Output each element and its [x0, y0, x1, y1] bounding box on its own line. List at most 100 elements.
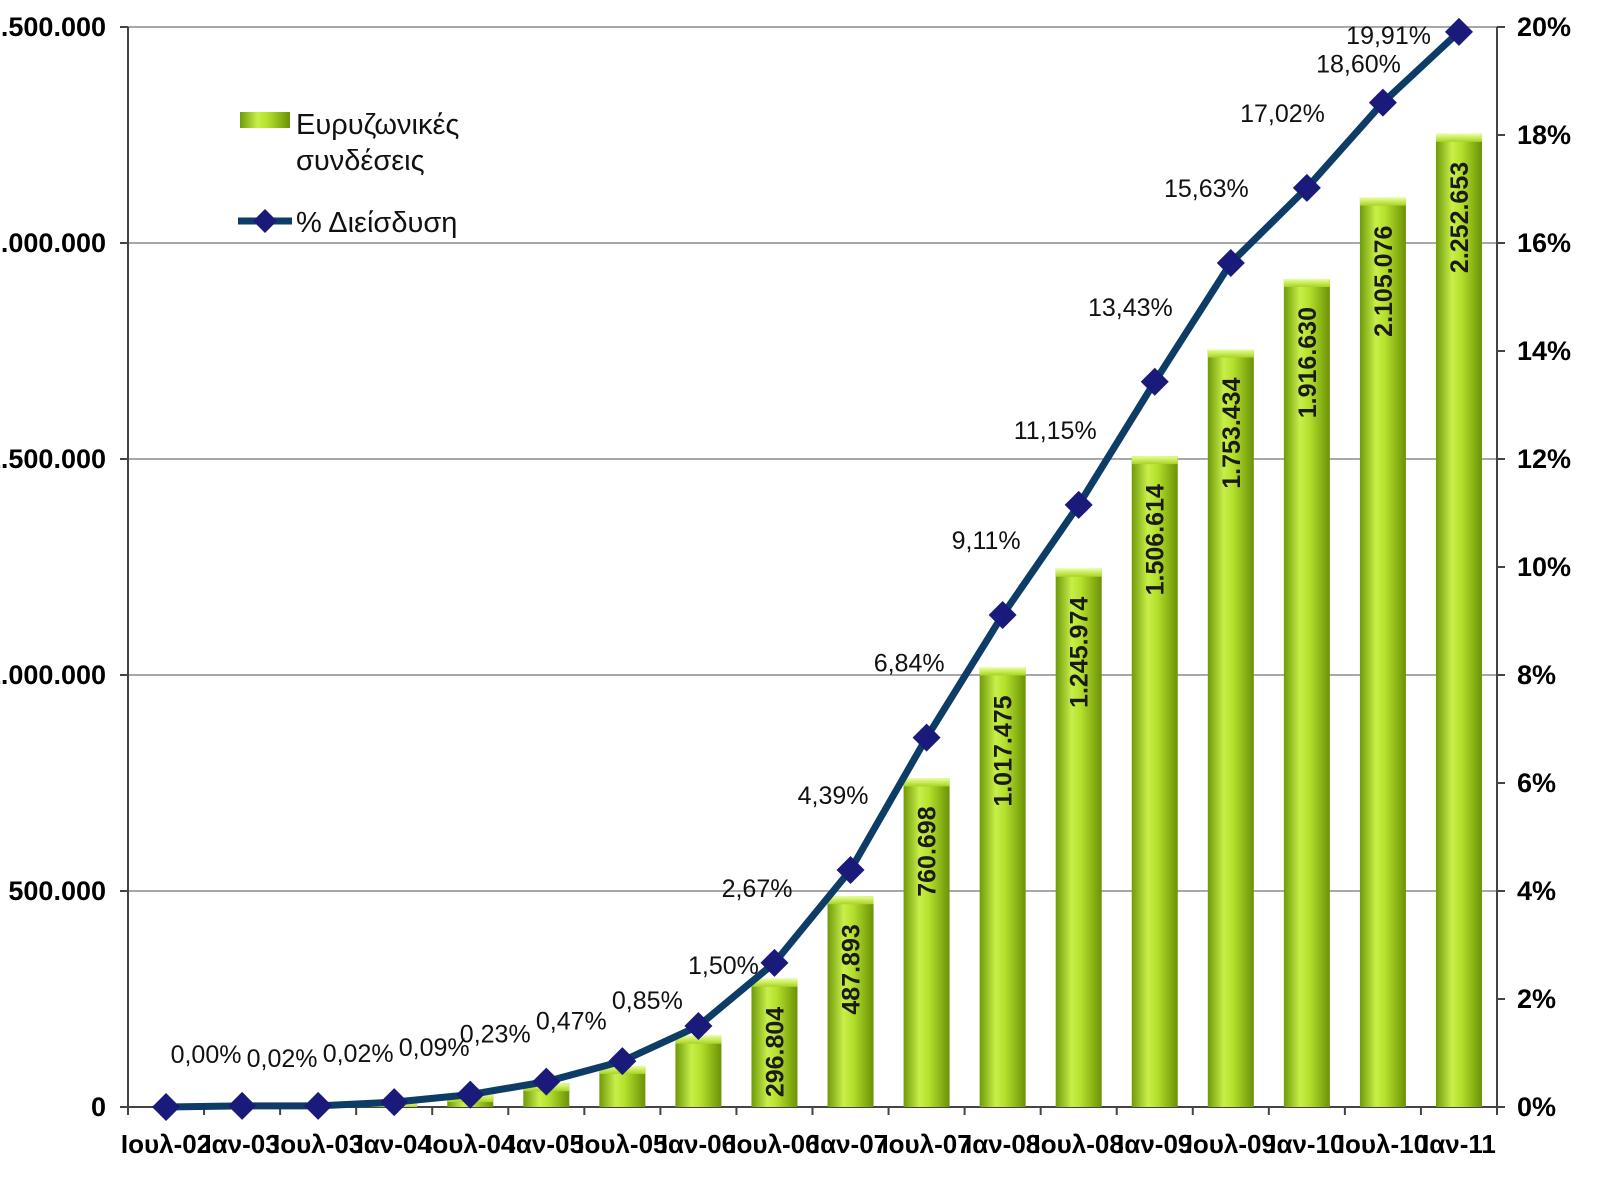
y-right-tick-label-8: 16% [1517, 228, 1571, 258]
bar-8 [751, 978, 798, 1107]
x-tick-label-1: Ιαν-03 [204, 1129, 279, 1159]
bar-value-labels: 296.804 487.893 760.698 1.017.475 1.245.974 1… [761, 162, 1473, 1097]
bar-value-label-14: 1.753.434 [1218, 377, 1246, 488]
gridlines [128, 26, 1497, 892]
penetration-value-label-8: 2,67% [722, 875, 793, 903]
bar-value-label-13: 1.506.614 [1142, 484, 1170, 595]
penetration-value-label-13: 13,43% [1088, 294, 1173, 322]
bar-value-label-12: 1.245.974 [1066, 597, 1094, 708]
penetration-value-label-7: 1,50% [688, 952, 759, 980]
axes [120, 26, 1505, 1115]
penetration-value-label-11: 9,11% [952, 527, 1021, 555]
bar-series [371, 133, 1482, 1108]
penetration-marker-1 [228, 1091, 257, 1120]
penetration-marker-8 [760, 948, 789, 977]
penetration-value-label-9: 4,39% [798, 782, 869, 810]
bar-16 [1359, 197, 1406, 1107]
y-right-tick-label-5: 10% [1517, 552, 1571, 582]
bar-value-label-16: 2.105.076 [1370, 226, 1398, 337]
bar-7 [675, 1035, 722, 1107]
y-left-tick-label-2: 1.000.000 [0, 660, 106, 690]
x-tick-label-5: Ιαν-05 [509, 1129, 584, 1159]
legend-bar-label-line1: Ευρυζωνικές [296, 109, 459, 141]
x-tick-label-14: Ιουλ-09 [1186, 1129, 1276, 1159]
penetration-marker-15 [1292, 173, 1321, 202]
bar-17 [1435, 133, 1482, 1108]
bar-top-9 [827, 896, 874, 905]
penetration-marker-17 [1444, 17, 1473, 46]
y-left-tick-label-0: 0 [91, 1092, 106, 1122]
y-right-tick-label-9: 18% [1517, 120, 1571, 150]
penetration-value-label-14: 15,63% [1164, 175, 1249, 203]
penetration-marker-4 [456, 1080, 485, 1109]
x-tick-label-4: Ιουλ-04 [425, 1129, 516, 1159]
bar-10 [903, 778, 950, 1107]
bar-11 [979, 667, 1026, 1107]
bar-value-label-8: 296.804 [761, 1007, 789, 1097]
legend-bar-label-line2: συνδέσεις [296, 145, 425, 177]
bar-value-label-17: 2.252.653 [1446, 162, 1474, 273]
bar-12 [1055, 568, 1102, 1107]
bar-top-15 [1283, 279, 1330, 288]
bar-top-8 [751, 978, 798, 987]
penetration-value-label-4: 0,23% [460, 1021, 531, 1049]
penetration-value-label-3: 0,09% [399, 1034, 470, 1062]
line-value-labels: 0,00% 0,02% 0,02% 0,09%0,23% 0,47%0,85%1,50%… [171, 22, 1431, 1073]
x-tick-label-13: Ιαν-09 [1117, 1129, 1192, 1159]
x-tick-label-9: Ιαν-07 [813, 1129, 888, 1159]
penetration-value-label-2: 0,02% [323, 1040, 394, 1068]
legend-line-marker [253, 209, 277, 233]
bar-top-12 [1055, 568, 1102, 577]
penetration-value-label-5: 0,47% [536, 1008, 607, 1036]
y-right-tick-label-2: 4% [1517, 876, 1556, 906]
penetration-marker-3 [380, 1088, 409, 1117]
penetration-marker-6 [608, 1047, 637, 1076]
legend: Ευρυζωνικές συνδέσεις % Διείσδυση [238, 109, 459, 239]
bar-value-label-9: 487.893 [838, 924, 866, 1014]
bar-top-10 [903, 778, 950, 787]
bar-top-17 [1435, 133, 1482, 142]
penetration-marker-2 [304, 1091, 333, 1120]
bar-15 [1283, 279, 1330, 1107]
y-right-tick-label-4: 8% [1517, 660, 1556, 690]
y-right-tick-label-3: 6% [1517, 768, 1556, 798]
penetration-value-label-0: 0,00% [171, 1041, 242, 1069]
penetration-value-label-17: 19,91% [1346, 22, 1431, 50]
penetration-marker-10 [912, 723, 941, 752]
y-left-tick-label-1: 500.000 [8, 876, 106, 906]
y-left-tick-label-3: 1.500.000 [0, 444, 106, 474]
bar-top-14 [1207, 349, 1254, 358]
x-tick-label-8: Ιουλ-06 [729, 1129, 819, 1159]
y-right-tick-label-0: 0% [1517, 1092, 1556, 1122]
penetration-marker-7 [684, 1012, 713, 1040]
penetration-marker-13 [1140, 367, 1169, 396]
x-tick-label-12: Ιουλ-08 [1034, 1129, 1124, 1159]
penetration-value-label-10: 6,84% [874, 650, 945, 678]
y-left-tick-label-5: 2.500.000 [0, 12, 106, 42]
penetration-marker-14 [1216, 248, 1245, 277]
x-tick-label-17: Ιαν-11 [1422, 1129, 1496, 1159]
penetration-value-label-12: 11,15% [1014, 417, 1097, 445]
penetration-marker-16 [1368, 88, 1397, 117]
tick-labels: 0 500.000 1.000.000 1.500.000 2.000.000 2.500… [0, 12, 1571, 1159]
x-tick-label-2: Ιουλ-03 [273, 1129, 363, 1159]
bar-13 [1131, 456, 1178, 1107]
legend-line-label: % Διείσδυση [296, 207, 457, 239]
penetration-line [165, 29, 1462, 1111]
y-right-tick-label-7: 14% [1517, 336, 1571, 366]
x-tick-label-15: Ιαν-10 [1269, 1129, 1344, 1159]
x-tick-label-11: Ιαν-08 [965, 1129, 1040, 1159]
x-tick-label-3: Ιαν-04 [357, 1129, 433, 1159]
bar-top-11 [979, 667, 1026, 676]
penetration-marker-0 [152, 1093, 181, 1121]
penetration-marker-12 [1064, 490, 1093, 519]
x-tick-label-16: Ιουλ-10 [1338, 1129, 1428, 1159]
penetration-marker-11 [988, 601, 1017, 630]
penetration-value-label-16: 18,60% [1316, 51, 1401, 79]
bar-top-13 [1131, 456, 1178, 465]
line-series [152, 17, 1473, 1121]
bar-value-label-15: 1.916.630 [1294, 307, 1322, 418]
bar-value-label-11: 1.017.475 [990, 695, 1018, 806]
y-right-tick-label-1: 2% [1517, 984, 1556, 1014]
